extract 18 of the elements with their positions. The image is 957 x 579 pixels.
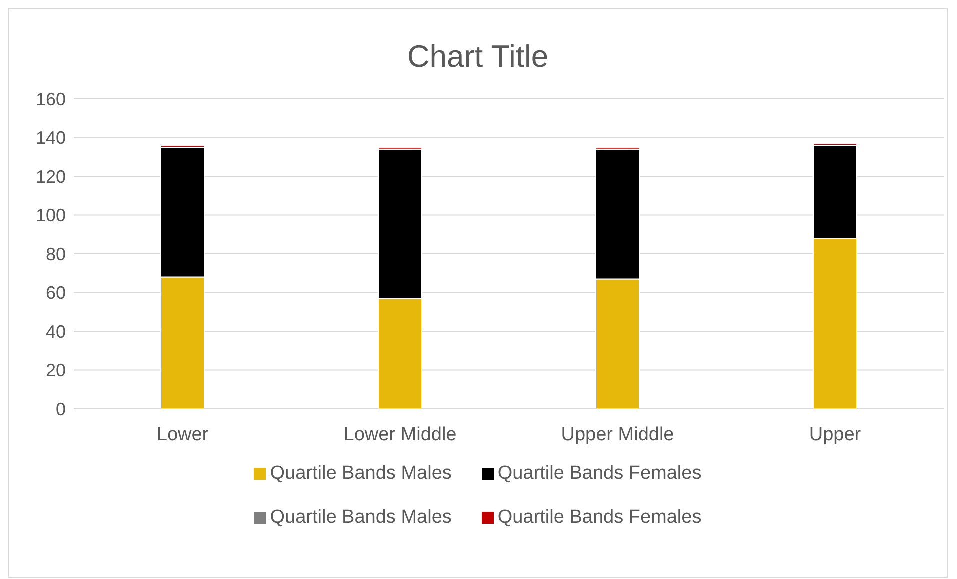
y-tick-label: 140 — [36, 128, 66, 148]
y-tick-label: 60 — [46, 283, 66, 304]
chart-title: Chart Title — [406, 39, 550, 76]
legend-label: Quartile Bands Females — [496, 463, 702, 485]
y-tick-label: 160 — [36, 89, 66, 110]
x-tick-label: Lower Middle — [344, 424, 457, 446]
y-tick-label: 20 — [46, 360, 66, 381]
x-tick-label: Upper Middle — [561, 424, 674, 446]
x-tick-label: Lower — [156, 424, 210, 446]
legend-label: Quartile Bands Males — [269, 507, 452, 529]
y-tick-label: 120 — [36, 166, 66, 187]
x-tick-label: Upper — [809, 424, 862, 446]
y-tick-label: 80 — [46, 244, 66, 264]
y-tick-label: 40 — [46, 322, 66, 342]
y-tick-label: 100 — [36, 206, 66, 226]
legend-label: Quartile Bands Males — [269, 463, 452, 485]
y-tick-label: 0 — [56, 399, 66, 420]
legend-label: Quartile Bands Females — [496, 507, 702, 529]
